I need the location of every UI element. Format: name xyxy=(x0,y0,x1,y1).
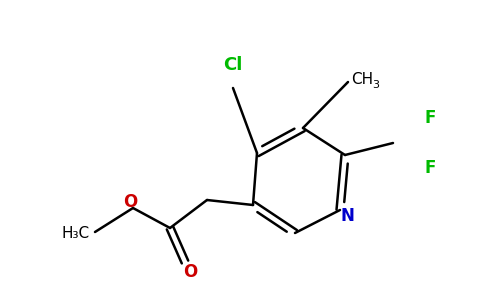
Text: F: F xyxy=(424,159,436,177)
Text: 3: 3 xyxy=(372,80,379,90)
Text: O: O xyxy=(183,263,197,281)
Text: H₃C: H₃C xyxy=(62,226,90,241)
Text: N: N xyxy=(340,207,354,225)
Text: O: O xyxy=(123,193,137,211)
Text: F: F xyxy=(424,109,436,127)
Text: CH: CH xyxy=(351,73,373,88)
Text: Cl: Cl xyxy=(223,56,242,74)
